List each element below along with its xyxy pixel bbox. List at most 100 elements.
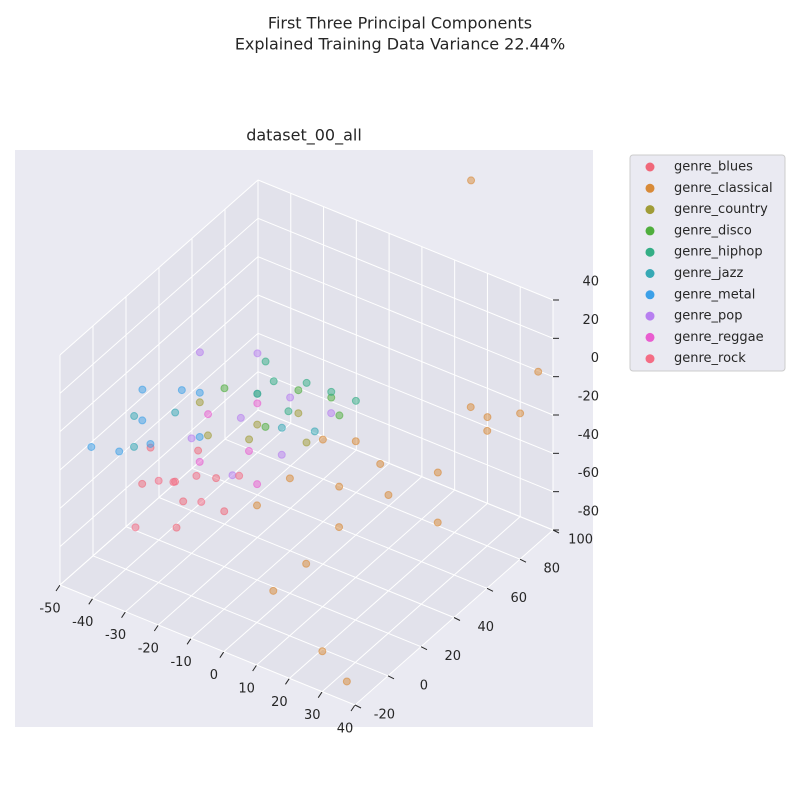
- axes-title: dataset_00_all: [246, 126, 362, 146]
- y-tick: [387, 675, 395, 680]
- grid-line: [59, 179, 259, 356]
- point: [261, 422, 270, 431]
- point: [179, 497, 188, 506]
- legend-label: genre_country: [674, 202, 768, 217]
- legend-marker: [645, 226, 655, 236]
- grid-line: [257, 294, 554, 416]
- point: [138, 479, 147, 488]
- point: [335, 411, 344, 420]
- point: [294, 386, 303, 395]
- grid-line: [59, 256, 259, 433]
- point: [534, 367, 543, 376]
- x-tick-label: -20: [138, 642, 159, 657]
- legend-label: genre_reggae: [674, 330, 764, 345]
- point: [204, 410, 213, 419]
- point: [269, 377, 278, 386]
- grid-line: [158, 497, 455, 618]
- point: [146, 439, 155, 448]
- z-tick-label: 0: [591, 351, 599, 366]
- legend-marker: [645, 332, 655, 342]
- point: [187, 434, 196, 443]
- legend-box: [629, 154, 786, 372]
- legend-label: genre_disco: [674, 223, 752, 238]
- z-tick-label: -20: [578, 390, 599, 405]
- point: [384, 491, 393, 499]
- x-tick-label: 0: [210, 668, 218, 683]
- point: [131, 523, 140, 532]
- legend-marker: [645, 290, 655, 300]
- point: [433, 468, 442, 477]
- point: [376, 459, 385, 468]
- grid-line: [59, 584, 356, 706]
- y-tick: [354, 704, 362, 709]
- point: [197, 497, 206, 506]
- point: [269, 586, 278, 595]
- legend-marker: [645, 162, 655, 172]
- point: [302, 378, 311, 387]
- point: [195, 457, 204, 466]
- point: [310, 427, 319, 436]
- y-tick: [420, 646, 428, 651]
- point: [220, 507, 229, 516]
- point: [277, 423, 286, 432]
- point: [335, 482, 344, 491]
- x-tick: [55, 584, 61, 592]
- y-tick-label: 0: [420, 678, 428, 693]
- grid-line: [59, 332, 259, 509]
- legend-label: genre_pop: [674, 309, 743, 324]
- point: [483, 426, 492, 435]
- point: [327, 387, 336, 396]
- point: [172, 523, 181, 532]
- point: [177, 386, 186, 395]
- point: [212, 474, 221, 483]
- x-tick: [88, 598, 94, 605]
- point: [351, 437, 360, 446]
- point: [130, 412, 139, 421]
- x-tick: [317, 691, 323, 698]
- point: [466, 403, 475, 412]
- x-tick: [252, 664, 258, 672]
- point: [220, 384, 229, 393]
- legend-label: genre_rock: [674, 351, 746, 366]
- point: [253, 389, 262, 398]
- point: [286, 393, 295, 402]
- point: [87, 442, 96, 451]
- point: [115, 447, 124, 456]
- grid-line: [92, 555, 389, 677]
- point: [195, 432, 204, 441]
- point: [192, 471, 201, 480]
- x-tick: [121, 611, 126, 618]
- grid-line: [257, 256, 554, 378]
- y-tick: [453, 617, 461, 621]
- point: [195, 348, 204, 357]
- point: [302, 559, 311, 568]
- point: [302, 438, 311, 447]
- y-tick: [519, 558, 527, 563]
- point: [253, 420, 262, 429]
- point: [138, 385, 147, 394]
- point: [253, 349, 262, 358]
- point: [351, 396, 360, 405]
- grid-line: [224, 438, 521, 560]
- x-tick-label: -30: [105, 628, 126, 643]
- point: [138, 416, 147, 425]
- grid-line: [257, 409, 554, 531]
- point: [467, 176, 476, 185]
- y-tick-label: 100: [568, 533, 593, 548]
- legend-marker: [645, 205, 655, 215]
- point: [130, 442, 139, 451]
- point: [154, 476, 163, 485]
- grid-line: [257, 217, 554, 339]
- y-tick: [486, 587, 494, 592]
- point: [516, 409, 525, 418]
- x-tick-label: 40: [337, 722, 354, 737]
- x-tick: [153, 624, 159, 632]
- z-tick-label: -40: [578, 428, 599, 443]
- legend-marker: [645, 247, 655, 257]
- point: [342, 677, 351, 686]
- point: [318, 647, 327, 656]
- grid-line: [257, 371, 554, 493]
- point: [203, 431, 212, 440]
- grid-line: [257, 332, 554, 454]
